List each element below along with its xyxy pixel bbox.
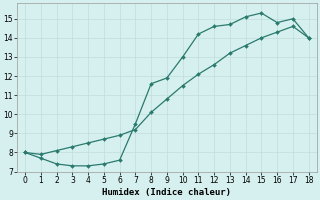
X-axis label: Humidex (Indice chaleur): Humidex (Indice chaleur)	[102, 188, 231, 197]
